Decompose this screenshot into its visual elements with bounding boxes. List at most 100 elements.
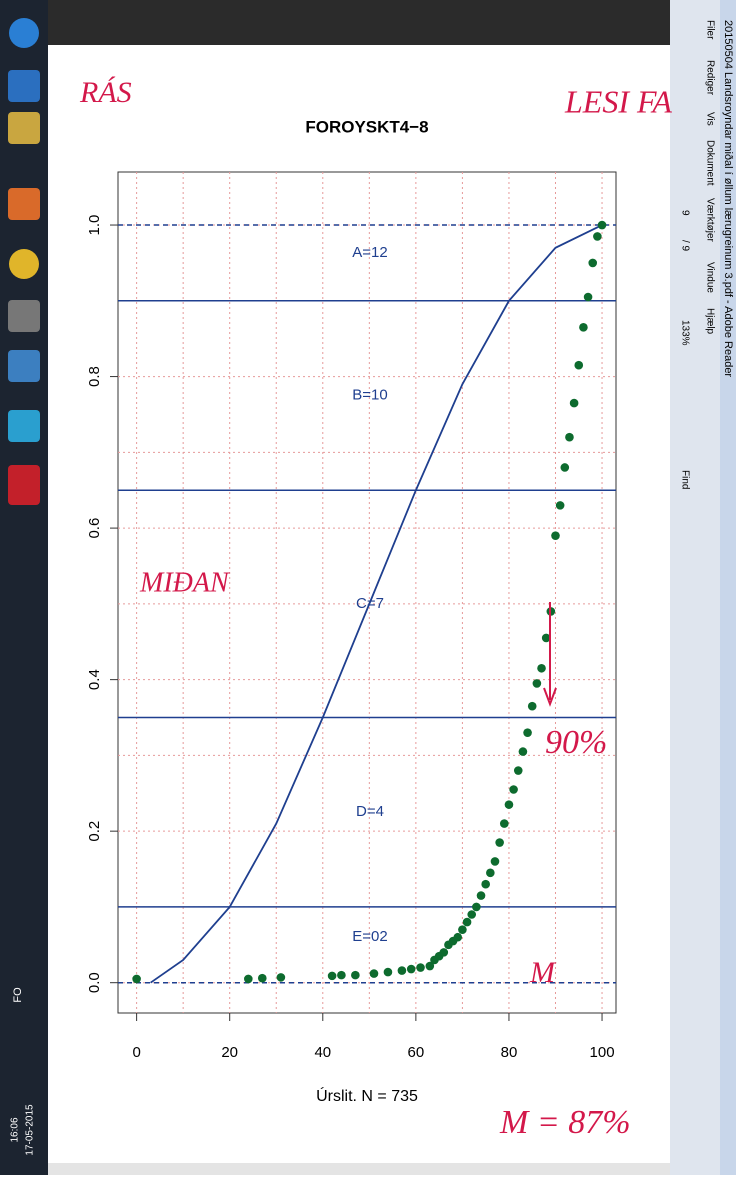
start-button[interactable] <box>9 18 39 48</box>
x-tick-label: 20 <box>221 1044 238 1061</box>
plot-frame <box>117 171 617 1014</box>
x-tick-label: 60 <box>408 1044 425 1061</box>
data-point <box>337 970 346 980</box>
explorer-icon[interactable] <box>8 112 40 144</box>
title-bar <box>720 0 736 1175</box>
x-tick-label: 0 <box>132 1044 140 1061</box>
app-icon[interactable] <box>8 188 40 220</box>
handwritten-note: M = 87% <box>499 1104 631 1141</box>
menu-item[interactable]: Værktøjer <box>704 198 715 243</box>
menu-item[interactable]: Rediger <box>704 60 715 96</box>
data-point <box>495 838 504 847</box>
y-tick-label: 0.6 <box>86 518 103 539</box>
data-point <box>569 398 579 408</box>
data-point <box>476 891 486 900</box>
menu-item[interactable]: Dokument <box>704 140 715 186</box>
y-tick-label: 0.2 <box>86 821 103 842</box>
data-point <box>579 323 588 332</box>
data-point <box>551 531 560 540</box>
reader-icon[interactable] <box>8 465 40 505</box>
data-point <box>244 974 253 984</box>
menu-item[interactable]: Vis <box>704 112 715 126</box>
menu-bar: Filer Rediger Vis Dokument Værktøjer Vindue Hj… <box>704 20 715 335</box>
band-label: A=12 <box>352 244 387 261</box>
data-point <box>453 932 463 942</box>
data-point <box>425 961 435 971</box>
ie-icon[interactable] <box>8 70 40 102</box>
app-icon[interactable] <box>8 410 40 442</box>
data-point <box>565 432 574 442</box>
data-point <box>458 925 467 934</box>
data-point <box>597 220 607 230</box>
data-point <box>555 501 565 510</box>
data-point <box>509 785 518 794</box>
zoom[interactable]: 133% <box>679 320 690 346</box>
app-icon[interactable] <box>8 300 40 332</box>
menu-item[interactable]: Filer <box>704 20 715 40</box>
data-point <box>327 971 337 981</box>
page-number[interactable]: 9 <box>679 210 690 216</box>
data-point <box>486 868 495 878</box>
data-point <box>276 973 286 982</box>
data-point <box>532 679 542 688</box>
data-point <box>416 963 425 972</box>
band-label: E=02 <box>352 928 387 945</box>
y-tick-label: 0.8 <box>86 366 103 387</box>
data-point <box>593 232 602 241</box>
data-point <box>541 633 551 643</box>
taskbar <box>0 0 48 1175</box>
page-count: / 9 <box>679 240 690 252</box>
band-label: B=10 <box>352 386 387 403</box>
reader-toolbar <box>48 0 670 45</box>
handwritten-note: RÁS <box>79 76 132 109</box>
find[interactable]: Find <box>679 470 690 489</box>
data-point <box>467 910 477 919</box>
y-tick-label: 0.4 <box>86 669 103 690</box>
handwritten-note: MIÐAN <box>139 567 230 598</box>
y-tick-label: 1.0 <box>86 215 103 236</box>
x-tick-label: 40 <box>314 1044 331 1061</box>
clock-date: 17-05-2015 <box>25 1104 36 1156</box>
language: FO <box>12 987 24 1003</box>
data-point <box>588 258 598 268</box>
x-tick-label: 100 <box>590 1044 615 1061</box>
data-point <box>462 917 472 927</box>
data-point <box>406 964 416 974</box>
handwritten-note: M <box>529 956 557 989</box>
menu-item[interactable]: Vindue <box>704 262 715 293</box>
data-point <box>351 970 360 980</box>
window-title: 20150504 Landsroyndar miðal í øllum læru… <box>722 20 734 377</box>
handwritten-note: 90% <box>545 724 607 761</box>
data-point <box>257 973 267 983</box>
x-axis-label: Úrslit. N = 735 <box>316 1086 418 1105</box>
plot: 0 20 40 60 80 1000.00.20.40.60.81.0A=12B=10C=… <box>79 76 672 1141</box>
cdf-curve <box>150 224 603 984</box>
arrow <box>543 602 557 707</box>
data-point <box>574 360 584 370</box>
chart-title: FOROYSKT4−8 <box>305 117 428 136</box>
data-point <box>383 967 393 977</box>
menu-item[interactable]: Hjælp <box>704 308 715 335</box>
chrome-icon[interactable] <box>9 249 39 279</box>
data-point <box>523 728 532 737</box>
data-point <box>560 463 570 472</box>
data-point <box>513 766 523 775</box>
data-point <box>132 974 141 984</box>
data-point <box>537 663 546 673</box>
band-label: D=4 <box>356 803 384 820</box>
data-point <box>439 948 449 957</box>
app-icon[interactable] <box>8 350 40 382</box>
handwritten-note: LESI FA <box>564 83 672 119</box>
data-point <box>499 819 509 828</box>
data-point <box>472 902 481 912</box>
data-point <box>504 800 514 809</box>
scrollbar <box>48 1163 670 1175</box>
y-tick-label: 0.0 <box>86 972 103 993</box>
data-point <box>518 747 528 756</box>
data-point <box>527 701 537 711</box>
data-point <box>397 966 407 975</box>
clock-time: 16:06 <box>10 1117 21 1142</box>
x-tick-label: 80 <box>501 1044 518 1061</box>
data-point <box>369 969 379 978</box>
